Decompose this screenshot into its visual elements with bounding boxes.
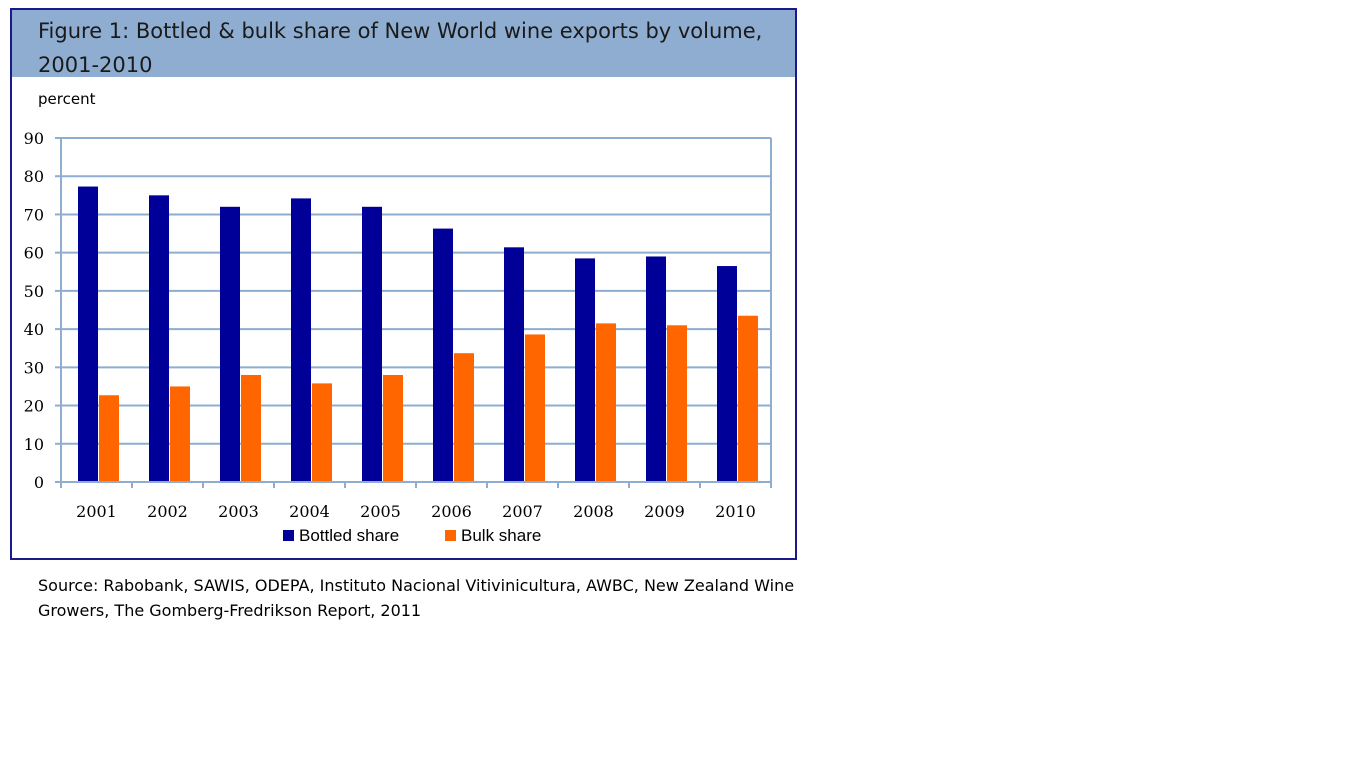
x-tick-label: 2010	[715, 502, 756, 521]
x-tick-label: 2004	[289, 502, 330, 521]
x-tick-label: 2009	[644, 502, 685, 521]
bar-bottled-2008	[575, 258, 595, 482]
bar-bottled-2006	[433, 228, 453, 482]
y-tick-label: 20	[24, 397, 44, 416]
bar-bottled-2005	[362, 206, 382, 483]
bar-bottled-2007	[504, 247, 524, 482]
source-note: Source: Rabobank, SAWIS, ODEPA, Institut…	[38, 576, 795, 620]
x-tick-label: 2003	[218, 502, 259, 521]
title-bar: Figure 1: Bottled & bulk share of New Wo…	[12, 10, 795, 77]
bar-bottled-2003	[220, 206, 240, 483]
bar-bulk-2005	[383, 374, 403, 482]
chart-title: Figure 1: Bottled & bulk share of New Wo…	[38, 19, 763, 77]
bar-bulk-2004	[312, 383, 332, 482]
figure-frame: Figure 1: Bottled & bulk share of New Wo…	[10, 8, 797, 560]
bar-bulk-2006	[454, 353, 474, 482]
legend-label-bulk: Bulk share	[461, 526, 541, 545]
x-tick-label: 2002	[147, 502, 188, 521]
bar-bottled-2009	[646, 256, 666, 482]
bar-bulk-2009	[667, 325, 687, 482]
legend-swatch-bulk	[445, 530, 456, 541]
y-tick-label: 30	[24, 358, 44, 377]
y-tick-label: 60	[24, 244, 44, 263]
bar-bulk-2007	[525, 334, 545, 482]
legend-label-bottled: Bottled share	[299, 526, 399, 545]
bar-chart: 0 10 20 30 40 50 60 70 80 90 2001 2002 2003 2004 2005 2…	[24, 129, 772, 545]
bar-bottled-2010	[717, 266, 737, 482]
y-tick-label: 70	[24, 205, 44, 224]
bar-bulk-2002	[170, 386, 190, 482]
x-tick-label: 2001	[76, 502, 117, 521]
y-tick-label: 50	[24, 282, 44, 301]
bar-bottled-2002	[149, 195, 169, 483]
bar-bulk-2003	[241, 374, 261, 482]
y-tick-label: 80	[24, 167, 44, 186]
x-tick-label: 2007	[502, 502, 543, 521]
legend-swatch-bottled	[283, 530, 294, 541]
y-tick-label: 40	[24, 320, 44, 339]
x-tick-label: 2006	[431, 502, 472, 521]
bar-bulk-2008	[596, 323, 616, 482]
y-tick-label: 0	[34, 473, 44, 492]
x-tick-label: 2008	[573, 502, 614, 521]
bar-bottled-2001	[78, 186, 98, 482]
y-axis-label: percent	[38, 90, 96, 108]
y-tick-label: 90	[24, 129, 44, 148]
bar-bulk-2010	[738, 315, 758, 482]
y-tick-label: 10	[24, 435, 44, 454]
x-tick-label: 2005	[360, 502, 401, 521]
bar-bulk-2001	[99, 395, 119, 482]
bar-bottled-2004	[291, 198, 311, 482]
